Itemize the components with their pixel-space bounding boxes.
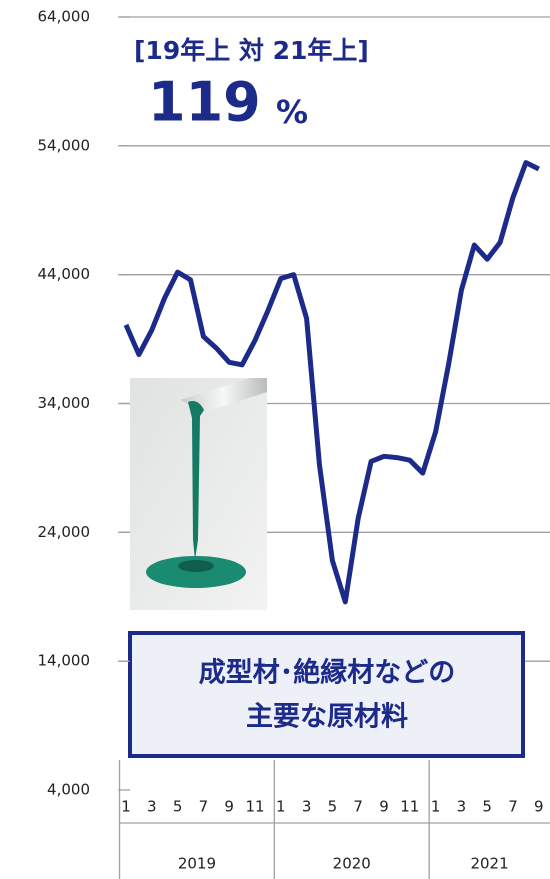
x-tick-label: 11 [245, 798, 264, 816]
y-tick-label: 4,000 [47, 781, 90, 799]
y-tick-label: 24,000 [38, 523, 91, 541]
x-tick-label: 3 [457, 798, 467, 816]
x-tick-label: 5 [328, 798, 338, 816]
y-tick-label: 54,000 [38, 136, 91, 154]
x-group-label: 2019 [178, 855, 216, 873]
x-tick-label: 5 [482, 798, 492, 816]
heading: [19年上 対 21年上] [134, 36, 369, 65]
x-tick-label: 9 [379, 798, 389, 816]
ratio-unit: % [276, 93, 308, 131]
photo [130, 378, 267, 610]
label-box [128, 631, 525, 758]
x-tick-label: 3 [302, 798, 312, 816]
x-tick-label: 7 [353, 798, 363, 816]
y-tick-label: 14,000 [38, 652, 91, 670]
x-tick-label: 1 [121, 798, 131, 816]
y-tick-label: 34,000 [38, 394, 91, 412]
x-group-label: 2020 [333, 855, 371, 873]
x-tick-label: 1 [276, 798, 286, 816]
x-tick-label: 5 [173, 798, 183, 816]
x-tick-label: 7 [508, 798, 518, 816]
box-line: 主要な原材料 [246, 702, 408, 733]
y-tick-label: 64,000 [38, 8, 91, 26]
x-tick-label: 9 [534, 798, 544, 816]
ratio: 119 [148, 71, 261, 134]
x-tick-label: 9 [224, 798, 234, 816]
data-line [123, 160, 540, 605]
x-tick-label: 7 [199, 798, 209, 816]
x-tick-label: 3 [147, 798, 157, 816]
x-group-label: 2021 [470, 855, 508, 873]
heading-backdrop [128, 30, 460, 140]
x-tick-label: 11 [400, 798, 419, 816]
box-line: 成型材･絶縁材などの [199, 657, 456, 689]
y-tick-label: 44,000 [38, 265, 91, 283]
x-tick-label: 1 [431, 798, 441, 816]
